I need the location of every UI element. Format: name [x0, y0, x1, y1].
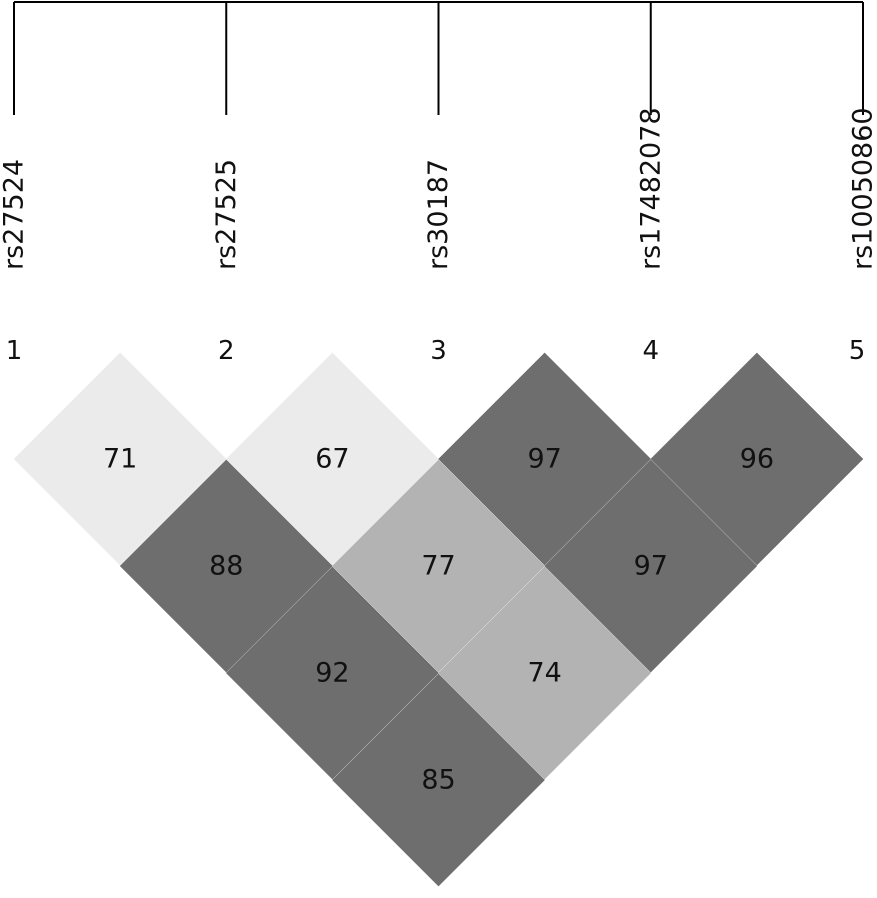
marker-name: rs17482078 — [635, 107, 666, 270]
marker-number: 1 — [6, 336, 23, 366]
ld-value: 77 — [421, 551, 455, 582]
marker-number: 4 — [642, 336, 659, 366]
ld-value: 85 — [421, 765, 455, 796]
ld-value: 92 — [315, 658, 349, 689]
marker-name: rs27525 — [211, 159, 242, 270]
ld-value: 71 — [103, 444, 137, 475]
marker-name: rs27524 — [0, 159, 30, 270]
marker-number: 3 — [430, 336, 447, 366]
ld-value: 97 — [634, 551, 668, 582]
marker-name: rs10050860 — [848, 107, 877, 270]
ld-value: 97 — [527, 444, 561, 475]
marker-name: rs30187 — [423, 159, 454, 270]
ld-value: 67 — [315, 444, 349, 475]
marker-number: 2 — [218, 336, 235, 366]
marker-number: 5 — [849, 336, 866, 366]
ld-value: 88 — [209, 551, 243, 582]
ld-value: 74 — [527, 658, 561, 689]
ld-value: 96 — [740, 444, 774, 475]
